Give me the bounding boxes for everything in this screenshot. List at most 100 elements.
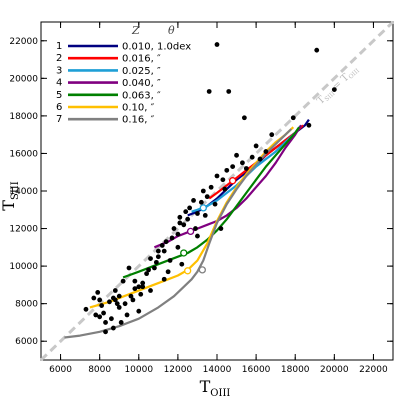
data-point [191,197,196,203]
data-point [234,152,239,158]
data-point [177,214,183,220]
data-point [240,160,245,166]
data-point [214,173,220,179]
data-point [198,199,204,205]
data-point [122,301,128,307]
data-point [152,265,157,271]
plot-frame [40,21,394,361]
data-point [212,201,218,207]
x-axis-label-main: T [200,377,211,396]
x-axis-label-sub: OIII [210,388,230,399]
legend-header-theta: θ [168,24,175,37]
series-marker-4 [186,227,195,236]
data-point [128,293,134,299]
axis-ticks: 6000 6000 8000 8000 10000 10000 12000 12000 1400… [9,22,393,375]
equality-line: TSIII = TOIII [39,20,395,362]
data-point [179,261,185,267]
data-point [146,267,151,273]
data-point [126,265,132,271]
data-point [136,308,142,314]
data-points [83,42,337,335]
data-point [222,186,228,192]
series-marker-7 [198,266,206,274]
legend-index: 3 [56,65,62,76]
y-tick-label: 16000 [9,149,38,159]
legend-label-1: 0.010, 1.0dex [122,42,191,53]
y-axis-label-main: T [0,200,18,211]
legend-label-6: 0.10, ″ [122,103,155,114]
data-point [103,329,108,335]
data-point [97,297,103,303]
data-point [110,325,116,331]
data-point [148,256,153,261]
data-point [193,226,198,231]
data-point [220,177,226,183]
data-point [155,248,161,254]
data-point [107,299,112,305]
data-point [331,87,337,92]
data-point [161,248,167,254]
data-point [187,205,193,211]
y-axis-label-sub: SIII [10,181,21,200]
legend-index: 4 [56,78,62,89]
data-point [185,216,191,222]
data-point [175,231,181,237]
series-marker-5 [180,249,188,257]
data-point [224,167,230,173]
data-point [93,312,99,318]
data-point [116,305,122,310]
legend-label-7: 0.16, ″ [122,115,155,126]
data-point [155,254,161,260]
x-tick-label: 10000 [124,365,153,375]
x-tick-label: 6000 [49,365,72,375]
y-tick-label: 14000 [9,187,38,197]
data-point [306,122,312,128]
data-point [91,295,97,301]
data-point [159,243,165,248]
x-tick-label: 14000 [203,365,232,375]
data-point [226,89,232,94]
data-point [257,156,263,162]
data-point [136,284,142,290]
data-point [167,258,173,263]
series-marker-2 [228,177,237,185]
data-point [163,239,169,245]
data-point [241,115,247,121]
data-point [195,211,200,216]
legend-label-2: 0.016, ″ [122,54,161,65]
x-axis-label: TOIII [200,377,231,399]
data-point [95,290,101,295]
data-point [177,220,183,226]
legend-index: 6 [56,102,62,113]
data-point [263,149,269,154]
legend-header-z: Z [131,24,140,37]
x-tick-label: 18000 [281,365,310,375]
data-point [161,276,167,282]
data-point [153,259,159,265]
x-tick-label: 22000 [359,365,388,375]
data-point [249,154,255,160]
y-tick-label: 6000 [15,337,38,347]
data-point [138,291,144,297]
data-point [132,286,138,292]
equality-label_sub2: OIII [347,67,361,81]
data-point [165,269,171,275]
data-point [140,284,146,290]
data-point [171,226,177,231]
data-point [169,235,175,241]
y-tick-label: 20000 [9,74,38,84]
data-point [103,320,108,325]
data-point [148,288,153,293]
data-point [112,288,118,293]
data-point [243,166,249,171]
data-point [112,297,118,303]
data-point [109,316,114,322]
series-line-7 [64,128,293,339]
equality-line-path [39,20,395,362]
data-point [200,188,206,194]
x-tick-label: 12000 [164,365,193,375]
legend-index: 7 [56,114,62,125]
legend-index: 2 [56,53,62,64]
y-tick-label: 10000 [9,262,38,272]
